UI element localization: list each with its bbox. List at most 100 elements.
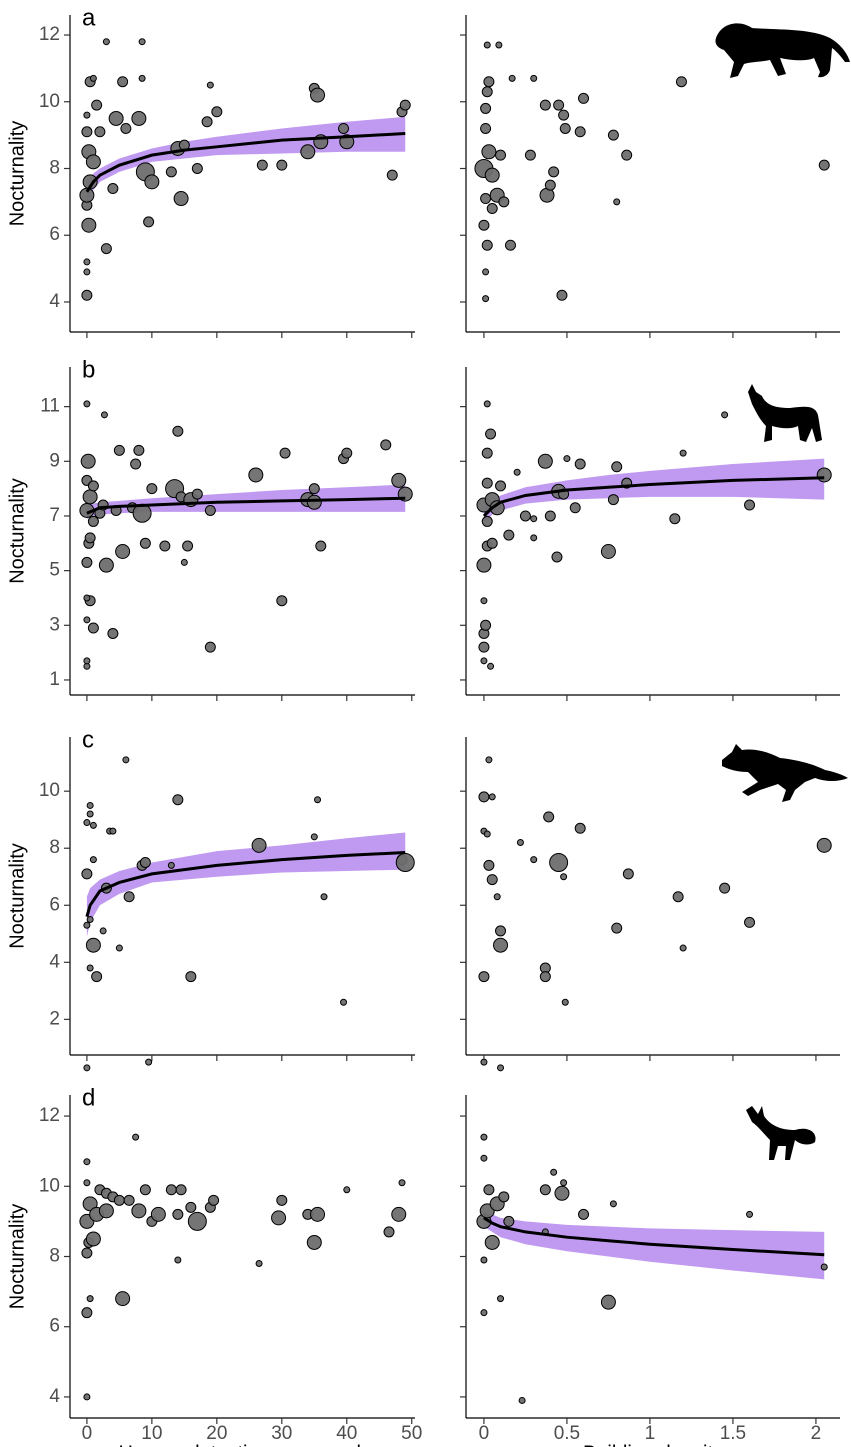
point xyxy=(343,1186,351,1194)
point xyxy=(81,1247,93,1259)
y-tick-label: 8 xyxy=(49,158,60,179)
point xyxy=(320,893,328,901)
point xyxy=(115,944,123,952)
point xyxy=(83,657,91,665)
point xyxy=(558,109,570,121)
point xyxy=(548,166,560,178)
point xyxy=(820,1263,828,1271)
point xyxy=(145,1058,153,1066)
point xyxy=(486,203,498,215)
point xyxy=(537,453,553,469)
point xyxy=(478,641,490,653)
point xyxy=(679,944,687,952)
point xyxy=(98,1203,114,1219)
point xyxy=(530,74,538,82)
point xyxy=(109,827,117,835)
point xyxy=(131,110,147,126)
point xyxy=(87,480,99,492)
point xyxy=(611,922,623,934)
point xyxy=(83,921,91,929)
point xyxy=(120,122,132,134)
point xyxy=(482,295,490,303)
point xyxy=(187,1211,207,1231)
point xyxy=(94,126,106,138)
point xyxy=(622,868,634,880)
point xyxy=(185,971,197,983)
y-tick-label: 9 xyxy=(49,450,60,471)
point xyxy=(560,873,568,881)
point xyxy=(478,791,490,803)
point xyxy=(86,916,94,924)
point xyxy=(89,74,97,82)
point xyxy=(498,196,510,208)
point xyxy=(81,126,93,138)
point xyxy=(497,1064,505,1072)
point xyxy=(310,87,326,103)
point xyxy=(480,619,492,631)
point xyxy=(83,111,91,119)
y-tick-label: 6 xyxy=(49,894,60,915)
point xyxy=(481,477,493,489)
fit-line xyxy=(482,476,825,518)
point xyxy=(206,81,214,89)
point xyxy=(498,1191,510,1203)
point xyxy=(211,106,223,118)
point xyxy=(340,998,348,1006)
point xyxy=(83,1064,91,1072)
silhouettes xyxy=(715,23,850,1160)
point xyxy=(816,837,832,853)
point xyxy=(85,154,101,170)
x-tick-label: 2 xyxy=(811,1423,822,1444)
point xyxy=(172,1208,184,1220)
point xyxy=(83,258,91,266)
point xyxy=(721,411,729,419)
point xyxy=(276,1194,288,1206)
point xyxy=(279,447,291,459)
point xyxy=(497,1295,505,1303)
point xyxy=(600,544,616,559)
point xyxy=(395,852,415,872)
y-axis-title: Nocturnality xyxy=(6,121,28,227)
panel-label: c xyxy=(82,726,94,753)
point xyxy=(574,126,586,138)
point xyxy=(144,174,160,190)
x-tick-label: 0 xyxy=(82,1423,93,1444)
point xyxy=(132,1133,140,1141)
y-tick-label: 10 xyxy=(39,91,60,112)
point xyxy=(98,557,114,573)
y-tick-label: 4 xyxy=(49,951,60,972)
point xyxy=(516,839,524,847)
point xyxy=(669,513,681,525)
point xyxy=(83,1393,91,1401)
point xyxy=(574,458,586,470)
point xyxy=(559,122,571,134)
point xyxy=(99,927,107,935)
point xyxy=(481,239,493,251)
point xyxy=(255,1260,263,1268)
point xyxy=(306,494,322,510)
y-tick-label: 2 xyxy=(49,1008,60,1029)
x-tick-label: 20 xyxy=(206,1423,227,1444)
point xyxy=(82,489,98,505)
point xyxy=(165,166,177,178)
panel-label: d xyxy=(82,1084,95,1111)
y-tick-label: 6 xyxy=(49,224,60,245)
point xyxy=(613,198,621,206)
point xyxy=(276,159,288,171)
point xyxy=(139,856,151,868)
point xyxy=(81,289,93,301)
point xyxy=(107,183,119,195)
point xyxy=(81,1307,93,1319)
point xyxy=(561,998,569,1006)
point xyxy=(139,1184,151,1196)
point xyxy=(83,400,91,408)
point xyxy=(271,1210,287,1226)
point xyxy=(600,1294,616,1310)
point xyxy=(139,537,151,549)
x-tick-label: 30 xyxy=(271,1423,292,1444)
confidence-band xyxy=(86,832,406,937)
point xyxy=(123,891,135,903)
y-tick-label: 8 xyxy=(49,1246,60,1267)
confidence-band xyxy=(483,458,825,523)
point xyxy=(480,1154,488,1162)
